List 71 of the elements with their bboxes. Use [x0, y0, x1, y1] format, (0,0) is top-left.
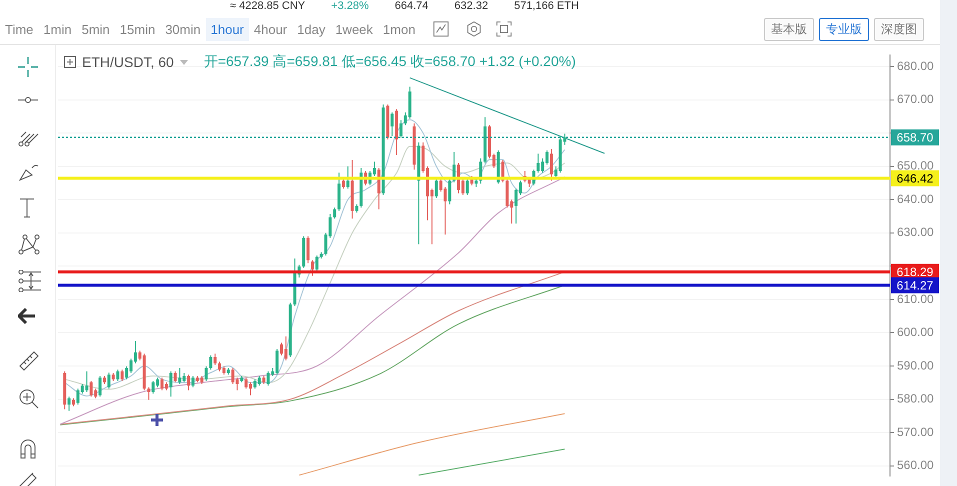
candlestick — [120, 369, 124, 382]
text: 571,166 ETH — [514, 0, 579, 13]
candlestick — [187, 374, 190, 391]
text: 15min — [118, 20, 156, 38]
candlestick — [147, 386, 150, 400]
candlestick — [98, 375, 102, 398]
candlestick — [266, 370, 270, 386]
y-tick-label: 570.00 — [897, 424, 934, 439]
candlestick — [169, 370, 172, 398]
candlestick — [448, 178, 452, 205]
candlestick — [434, 178, 438, 198]
candlestick — [178, 367, 182, 384]
candlestick — [116, 369, 120, 382]
candlestick — [284, 336, 288, 361]
candlestick — [390, 112, 394, 137]
candlestick — [174, 370, 177, 383]
y-tick-label: 630.00 — [897, 225, 934, 240]
candlestick — [85, 370, 88, 392]
text: 5min — [80, 20, 111, 38]
candlestick — [550, 148, 553, 182]
y-tick-label: 640.00 — [897, 192, 934, 206]
text: 1day — [296, 20, 326, 39]
candlestick — [209, 354, 212, 370]
y-tick-label: 560.00 — [897, 458, 934, 472]
text: 632.32 — [454, 0, 488, 13]
text: 4hour — [252, 20, 288, 38]
chart-title: ETH/USDT, 60 — [82, 54, 174, 70]
text: 深度图 — [874, 18, 924, 41]
ref-line-label: 658.70 — [896, 130, 934, 145]
text: ≈ 4228.85 CNY — [230, 0, 306, 13]
y-tick-label: 670.00 — [897, 92, 934, 106]
text: 1week — [334, 20, 374, 38]
y-tick-label: 580.00 — [897, 392, 934, 406]
candlestick — [258, 375, 261, 386]
candlestick — [204, 366, 208, 382]
chart-subtitle: 开=657.39 高=659.81 低=656.45 收=658.70 +1.32 (+0.20%) — [204, 53, 576, 71]
candlestick — [218, 361, 222, 372]
text: Time — [4, 20, 34, 38]
ref-line-label: 646.42 — [896, 172, 934, 186]
candlestick — [191, 375, 194, 388]
candlestick — [214, 353, 217, 366]
candlestick — [244, 377, 248, 390]
y-tick-label: 650.00 — [897, 158, 934, 173]
candlestick — [306, 236, 310, 264]
candlestick — [536, 153, 540, 174]
text: 1mon — [382, 20, 416, 38]
text: 基本版 — [764, 18, 814, 41]
candlestick — [315, 255, 318, 272]
text: 30min — [164, 20, 202, 38]
ref-line-label: 614.27 — [896, 278, 934, 293]
candlestick — [68, 396, 71, 412]
candlestick — [90, 380, 93, 398]
y-tick-label: 680.00 — [897, 58, 934, 73]
ref-line-label: 618.29 — [896, 265, 934, 280]
candlestick — [342, 178, 345, 190]
y-tick-label: 610.00 — [897, 292, 934, 306]
text: 1hour — [206, 18, 249, 40]
y-tick-label: 590.00 — [897, 358, 934, 372]
text: 664.74 — [394, 0, 428, 13]
candlestick — [346, 166, 350, 190]
y-tick-label: 600.00 — [897, 325, 934, 340]
candlestick — [333, 207, 336, 220]
text: 1min — [42, 20, 73, 38]
candlestick — [152, 380, 155, 394]
candlestick — [107, 372, 110, 390]
candlestick — [231, 367, 234, 384]
line-series — [60, 176, 566, 425]
text: 专业版 — [819, 18, 869, 41]
candlestick — [399, 120, 402, 138]
text: +3.28% — [331, 0, 369, 13]
candlestick — [310, 260, 314, 276]
